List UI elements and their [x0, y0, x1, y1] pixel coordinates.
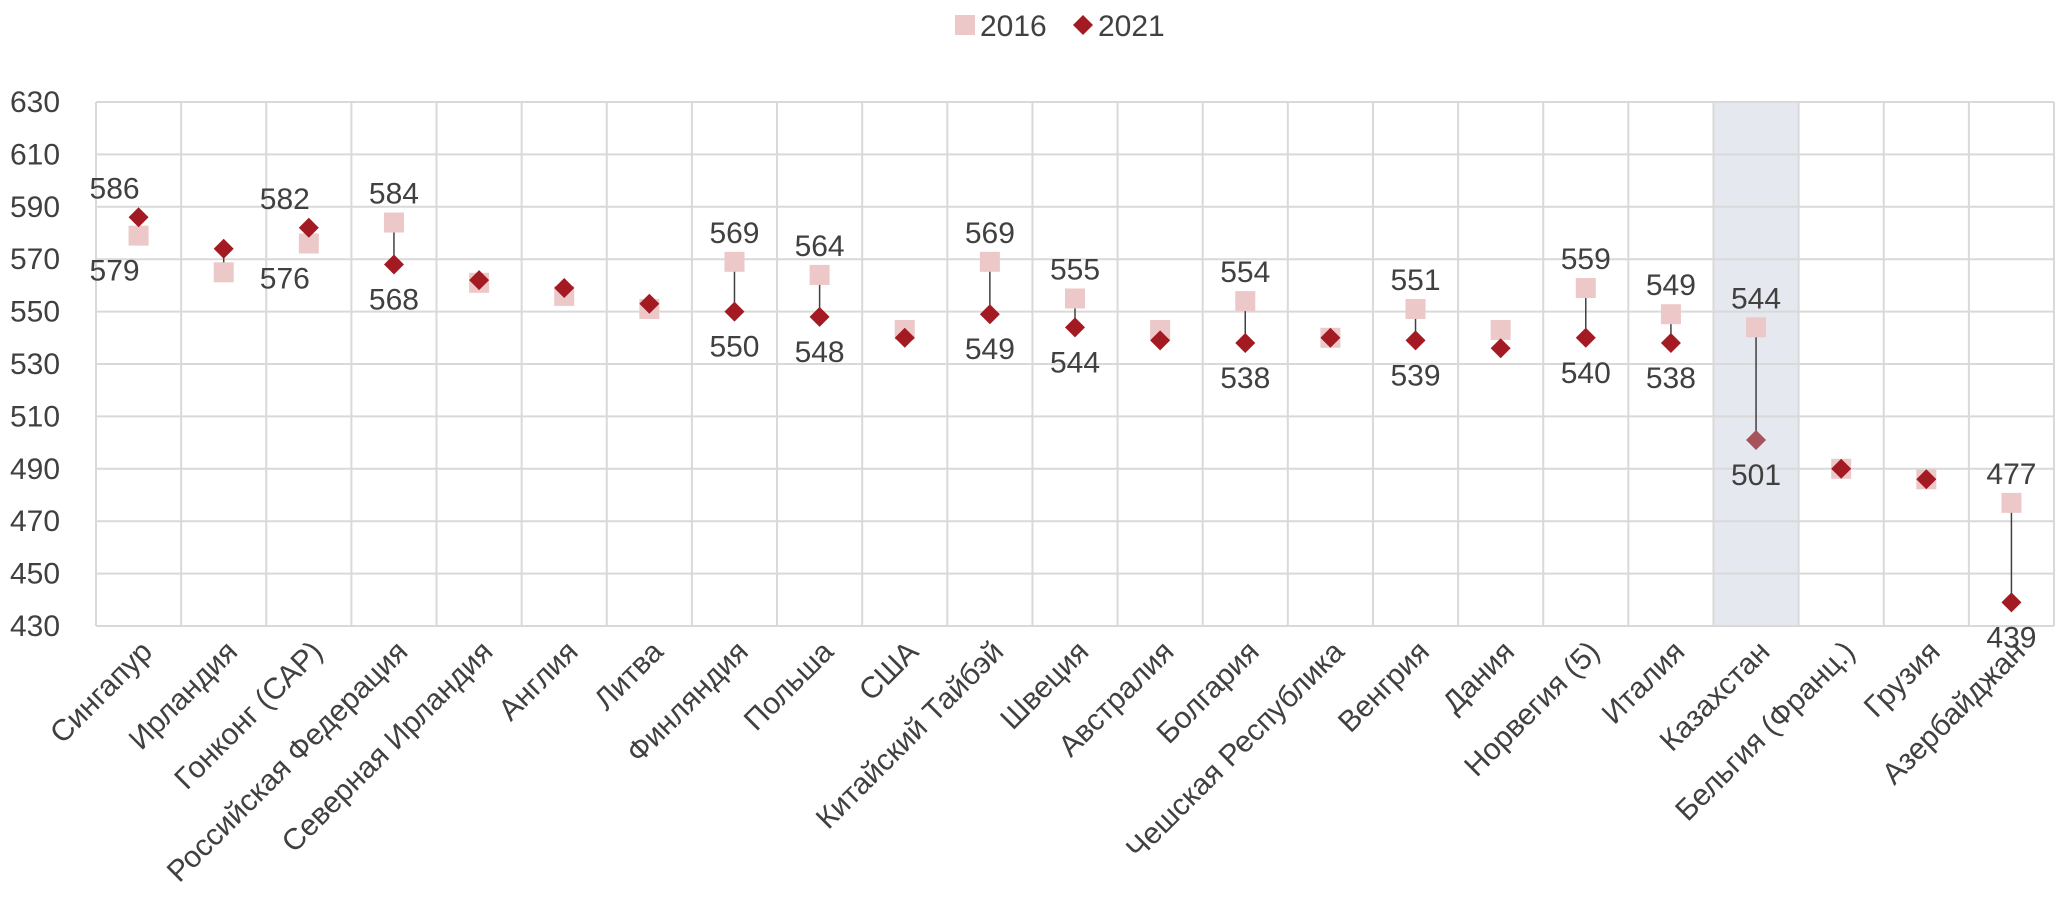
data-label-2016-италия: 549	[1646, 269, 1696, 302]
marker-2021-азербайджан	[2001, 592, 2022, 613]
marker-2016-дания	[1490, 319, 1511, 340]
marker-2016-италия	[1660, 304, 1681, 325]
y-axis: 430 450 470 490 510 530 550 570 590 610 630	[10, 86, 60, 643]
marker-2021-дания	[1490, 338, 1511, 359]
data-label-2016-российская-федерация: 584	[369, 178, 419, 211]
marker-2021-швеция	[1065, 317, 1085, 338]
data-label-layer: 586 579 582 576 584 568 569 550 564 548 569 549 555 5…	[90, 172, 2037, 654]
marker-2016-китайский-тайбэй	[979, 251, 1000, 272]
category-label-гонконг-сар: Гонконг (САР)	[168, 635, 329, 796]
marker-2021-российская-федерация	[383, 254, 404, 275]
marker-2021-казахстан	[1746, 429, 1767, 450]
data-label-2021-сингапур: 586	[90, 172, 140, 205]
category-label-англия: Англия	[492, 635, 584, 727]
data-label-2021-норвегия-5: 540	[1561, 357, 1611, 390]
legend-swatch-2021	[1073, 15, 1093, 35]
y-tick-label-430: 430	[10, 610, 60, 643]
data-label-2021-азербайджан: 439	[1986, 621, 2036, 654]
y-tick-label-550: 550	[10, 296, 60, 329]
marker-2021-бельгия-франц	[1831, 458, 1852, 479]
data-label-2021-польша: 548	[795, 336, 845, 369]
data-label-2016-польша: 564	[795, 230, 845, 263]
data-label-2021-российская-федерация: 568	[369, 283, 419, 316]
marker-2016-казахстан	[1746, 317, 1767, 338]
data-label-2016-норвегия-5: 559	[1561, 243, 1611, 276]
data-label-2016-сингапур: 579	[90, 255, 140, 288]
category-label-дания: Дания	[1436, 635, 1521, 720]
category-label-польша: Польша	[738, 635, 840, 737]
data-label-2021-италия: 538	[1646, 362, 1696, 395]
marker-2016-ирландия	[213, 262, 234, 283]
category-label-сша: США	[853, 635, 925, 707]
marker-2016-австралия	[1150, 319, 1171, 340]
data-label-2021-венгрия: 539	[1390, 359, 1440, 392]
y-tick-label-570: 570	[10, 243, 60, 276]
data-label-2016-швеция: 555	[1050, 254, 1100, 287]
marker-2016-польша	[809, 264, 830, 285]
marker-2021-болгария	[1235, 333, 1256, 354]
data-label-2021-швеция: 544	[1050, 346, 1100, 379]
data-label-2021-болгария: 538	[1220, 362, 1270, 395]
data-label-2021-финляндия: 550	[709, 331, 759, 364]
data-label-2016-венгрия: 551	[1390, 264, 1440, 297]
marker-2016-сингапур	[128, 225, 149, 246]
marker-2021-литва	[639, 293, 660, 314]
marker-2016-швеция	[1065, 288, 1085, 309]
data-label-2016-китайский-тайбэй: 569	[965, 217, 1015, 250]
y-tick-label-510: 510	[10, 400, 60, 433]
marker-layer	[128, 207, 2022, 613]
marker-2021-польша	[809, 306, 830, 327]
data-label-2021-китайский-тайбэй: 549	[965, 333, 1015, 366]
marker-2021-англия	[554, 278, 575, 299]
marker-2021-италия	[1660, 333, 1681, 354]
y-tick-label-610: 610	[10, 138, 60, 171]
data-label-2016-азербайджан: 477	[1986, 458, 2036, 491]
marker-2021-норвегия-5	[1575, 327, 1596, 348]
data-label-2021-гонконг-сар: 582	[260, 183, 310, 216]
marker-2021-грузия	[1916, 469, 1937, 490]
data-label-2016-финляндия: 569	[709, 217, 759, 250]
marker-2021-австралия	[1150, 330, 1171, 351]
marker-2021-чешская-республика	[1320, 327, 1341, 348]
y-tick-label-450: 450	[10, 558, 60, 591]
marker-2021-сша	[894, 327, 915, 348]
legend-label-2021: 2021	[1098, 10, 1165, 43]
marker-2021-северная-ирландия	[469, 270, 490, 291]
category-label-венгрия: Венгрия	[1332, 635, 1436, 739]
data-label-2016-гонконг-сар: 576	[260, 262, 310, 295]
marker-2016-российская-федерация	[383, 212, 404, 233]
marker-2016-финляндия	[724, 251, 745, 272]
y-tick-label-490: 490	[10, 453, 60, 486]
marker-2021-гонконг-сар	[298, 217, 319, 238]
grid-layer	[95, 101, 2055, 627]
marker-2016-азербайджан	[2001, 492, 2022, 513]
marker-2016-венгрия	[1405, 298, 1426, 319]
legend-label-2016: 2016	[980, 10, 1047, 43]
data-label-2021-казахстан: 501	[1731, 459, 1781, 492]
y-tick-label-530: 530	[10, 348, 60, 381]
y-tick-label-630: 630	[10, 86, 60, 119]
data-label-2016-болгария: 554	[1220, 256, 1270, 289]
marker-2016-болгария	[1235, 291, 1256, 312]
category-label-литва: Литва	[588, 635, 670, 717]
marker-2021-сингапур	[128, 207, 149, 228]
legend: 2016 2021	[955, 10, 1165, 43]
marker-2021-финляндия	[724, 301, 745, 322]
y-tick-label-470: 470	[10, 505, 60, 538]
marker-2021-ирландия	[213, 238, 234, 259]
y-tick-label-590: 590	[10, 191, 60, 224]
marker-2021-венгрия	[1405, 330, 1426, 351]
legend-swatch-2016	[955, 15, 975, 35]
marker-2016-гонконг-сар	[298, 233, 319, 254]
marker-2016-норвегия-5	[1575, 278, 1596, 299]
marker-2021-китайский-тайбэй	[979, 304, 1000, 325]
data-label-2016-казахстан: 544	[1731, 282, 1781, 315]
